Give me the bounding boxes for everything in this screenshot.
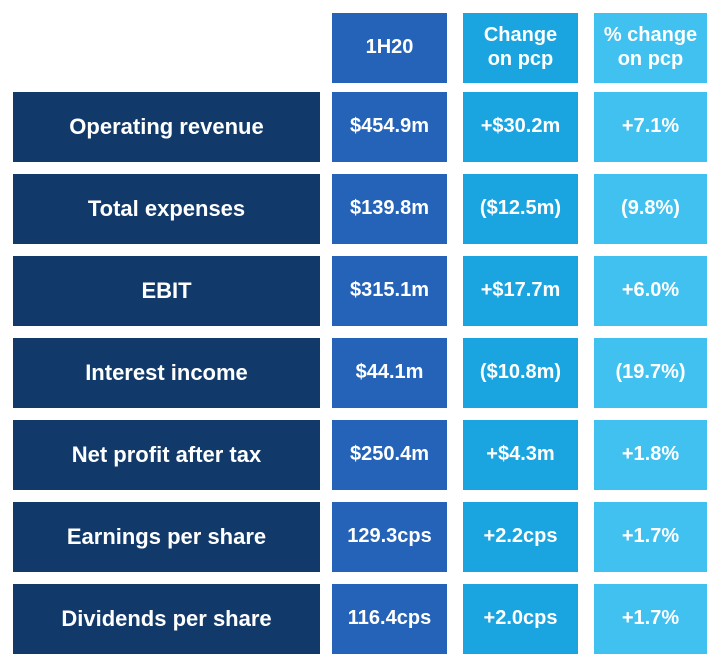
- change-text: +2.0cps: [483, 607, 558, 630]
- row-pct-change: +1.7%: [594, 502, 707, 572]
- row-label-ebit: EBIT: [13, 256, 320, 326]
- row-value: 129.3cps: [332, 502, 447, 572]
- row-change: +$4.3m: [463, 420, 578, 490]
- row-change: ($10.8m): [463, 338, 578, 408]
- header-change-on-pcp: Change on pcp: [463, 13, 578, 83]
- row-label-earnings-per-share: Earnings per share: [13, 502, 320, 572]
- row-label-text: Earnings per share: [66, 524, 267, 550]
- row-pct-change: +1.8%: [594, 420, 707, 490]
- value-text: 129.3cps: [347, 525, 432, 548]
- pct-text: (9.8%): [621, 197, 680, 220]
- row-pct-change: (19.7%): [594, 338, 707, 408]
- value-text: 116.4cps: [347, 607, 432, 630]
- change-text: ($10.8m): [479, 361, 562, 384]
- change-text: +$17.7m: [480, 279, 561, 302]
- row-label-text: EBIT: [141, 278, 192, 304]
- header-pct-change-on-pcp: % change on pcp: [594, 13, 707, 83]
- row-pct-change: (9.8%): [594, 174, 707, 244]
- row-value: $44.1m: [332, 338, 447, 408]
- header-pct-change-label: % change on pcp: [603, 24, 698, 70]
- value-text: $250.4m: [350, 443, 429, 466]
- row-label-operating-revenue: Operating revenue: [13, 92, 320, 162]
- pct-text: +1.7%: [621, 525, 680, 548]
- header-1h20: 1H20: [332, 13, 447, 83]
- value-text: $454.9m: [350, 115, 429, 138]
- row-pct-change: +1.7%: [594, 584, 707, 654]
- pct-text: +1.7%: [621, 607, 680, 630]
- row-pct-change: +6.0%: [594, 256, 707, 326]
- pct-text: +6.0%: [621, 279, 680, 302]
- row-value: $454.9m: [332, 92, 447, 162]
- row-value: $315.1m: [332, 256, 447, 326]
- value-text: $139.8m: [350, 197, 429, 220]
- row-change: +$30.2m: [463, 92, 578, 162]
- row-value: $250.4m: [332, 420, 447, 490]
- row-label-text: Net profit after tax: [71, 442, 262, 468]
- pct-text: +1.8%: [621, 443, 680, 466]
- value-text: $44.1m: [355, 361, 424, 384]
- row-change: +2.0cps: [463, 584, 578, 654]
- change-text: +$4.3m: [486, 443, 555, 466]
- row-label-interest-income: Interest income: [13, 338, 320, 408]
- row-label-text: Operating revenue: [69, 114, 264, 140]
- row-change: +2.2cps: [463, 502, 578, 572]
- row-change: +$17.7m: [463, 256, 578, 326]
- pct-text: +7.1%: [621, 115, 680, 138]
- header-change-label: Change on pcp: [483, 24, 558, 70]
- header-1h20-label: 1H20: [365, 36, 414, 59]
- row-change: ($12.5m): [463, 174, 578, 244]
- row-pct-change: +7.1%: [594, 92, 707, 162]
- change-text: ($12.5m): [479, 197, 562, 220]
- row-label-text: Dividends per share: [61, 606, 272, 632]
- change-text: +$30.2m: [480, 115, 561, 138]
- row-value: $139.8m: [332, 174, 447, 244]
- change-text: +2.2cps: [483, 525, 558, 548]
- row-label-text: Interest income: [85, 360, 248, 386]
- row-label-dividends-per-share: Dividends per share: [13, 584, 320, 654]
- row-label-net-profit-after-tax: Net profit after tax: [13, 420, 320, 490]
- row-label-text: Total expenses: [87, 196, 246, 222]
- value-text: $315.1m: [350, 279, 429, 302]
- row-value: 116.4cps: [332, 584, 447, 654]
- pct-text: (19.7%): [615, 361, 686, 384]
- row-label-total-expenses: Total expenses: [13, 174, 320, 244]
